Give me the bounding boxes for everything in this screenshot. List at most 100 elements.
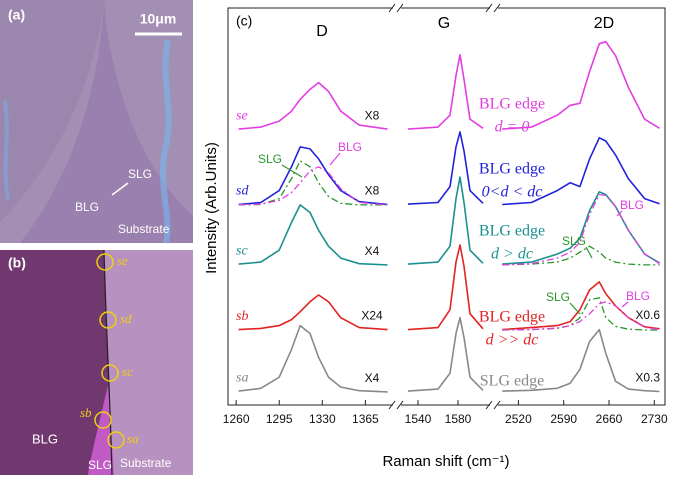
edge-label: d = 0	[495, 119, 530, 136]
x-tick-label: 1540	[405, 412, 432, 426]
point-label: sb	[80, 405, 92, 420]
region-label: SLG	[128, 167, 152, 181]
spectrum	[502, 191, 660, 265]
spectrum	[407, 131, 484, 205]
x-tick-label: 2590	[550, 412, 577, 426]
blg-area	[0, 250, 112, 475]
component-arrow	[585, 246, 593, 259]
break-mark	[485, 400, 493, 410]
spectrum	[407, 244, 484, 331]
spectrum-name: sc	[236, 243, 248, 258]
break-mark	[388, 400, 396, 410]
component-label: BLG	[626, 289, 650, 303]
point-circle	[99, 311, 117, 329]
spectrum-name: sb	[236, 309, 248, 324]
point-circle	[101, 364, 119, 382]
slg-area	[20, 0, 193, 243]
region-label: SLG	[88, 458, 112, 472]
edge-spots	[3, 99, 10, 201]
edge-label: 0<d < dc	[482, 184, 543, 201]
region-label: Substrate	[118, 222, 170, 236]
edge-label: BLG edge	[479, 161, 545, 178]
component-label: BLG	[620, 198, 644, 212]
edge-label: BLG edge	[479, 223, 545, 240]
break-mark	[388, 3, 396, 13]
panel-label: (c)	[236, 13, 252, 29]
spectra-chart: (c) D G 2D Raman shift (cm⁻¹) Intensity …	[203, 2, 668, 470]
multiplier-label: X4	[365, 244, 380, 258]
point-circle	[107, 431, 125, 449]
multiplier-label: X0.6	[635, 308, 660, 322]
point-circle	[94, 411, 112, 429]
spectrum	[238, 324, 388, 393]
x-tick-label: 1330	[309, 412, 336, 426]
axis-break	[393, 2, 401, 14]
region-label: BLG	[32, 431, 58, 446]
component-arrow	[621, 301, 629, 308]
x-tick-label: 1295	[266, 412, 293, 426]
multiplier-label: X0.3	[635, 371, 660, 385]
spectrum	[407, 316, 484, 392]
micrograph-b: (b) se sd sc sb sa BLG SLG Substrate	[0, 249, 193, 476]
axis-break	[490, 2, 498, 14]
axis-break	[490, 399, 498, 411]
edge-label: d >> dc	[486, 332, 539, 349]
point-label: sd	[120, 311, 132, 326]
break-mark	[396, 400, 404, 410]
component-arrow	[616, 210, 623, 217]
x-tick-label: 2660	[596, 412, 623, 426]
edge-spots	[159, 39, 172, 244]
spectrum	[238, 294, 388, 331]
component-label: BLG	[338, 140, 362, 154]
x-tick-label: 1260	[223, 412, 250, 426]
spectrum	[407, 176, 484, 265]
component-label: SLG	[258, 152, 282, 166]
scale-label: 10μm	[140, 11, 177, 27]
component-fit	[238, 160, 388, 206]
slg-area	[88, 385, 114, 475]
component-fit	[502, 301, 660, 331]
x-tick-label: 2730	[641, 412, 668, 426]
blg-area	[0, 0, 104, 222]
region-label: BLG	[75, 200, 99, 214]
micrograph-a: (a) 10μm SLG BLG Substrate	[0, 0, 193, 244]
multiplier-label: X24	[361, 309, 383, 323]
multiplier-label: X4	[365, 371, 380, 385]
component-arrow	[281, 164, 303, 178]
edge-label: d > dc	[491, 246, 533, 263]
panel-label: (a)	[8, 7, 25, 23]
x-tick-label: 1365	[352, 412, 379, 426]
multiplier-label: X8	[365, 108, 380, 122]
spectrum	[238, 81, 388, 130]
component-label: SLG	[562, 234, 586, 248]
break-mark	[493, 3, 501, 13]
edge-label: SLG edge	[480, 373, 544, 390]
edge-label: BLG edge	[479, 96, 545, 113]
axis-break	[393, 399, 401, 411]
component-arrow	[569, 302, 581, 315]
point-circle	[96, 253, 114, 271]
arrow	[111, 182, 129, 196]
spectrum-name: se	[236, 108, 248, 123]
edge-label: BLG edge	[479, 309, 545, 326]
break-mark	[485, 3, 493, 13]
component-fit	[502, 193, 660, 266]
peak-label: D	[316, 23, 328, 40]
peak-label: 2D	[594, 15, 614, 32]
break-mark	[396, 3, 404, 13]
edge-line	[103, 249, 113, 476]
component-arrow	[329, 152, 341, 166]
spectrum	[238, 146, 388, 206]
x-axis-label: Raman shift (cm⁻¹)	[382, 453, 509, 470]
point-label: sc	[122, 364, 133, 379]
y-axis-label: Intensity (Arb.Units)	[203, 142, 220, 274]
spectrum	[502, 137, 660, 206]
point-label: sa	[127, 431, 139, 446]
point-label: se	[117, 253, 128, 268]
spectrum	[238, 204, 388, 266]
component-fit	[238, 166, 388, 206]
region-label: Substrate	[120, 456, 172, 470]
plot-frame	[227, 7, 666, 406]
x-tick-label: 2520	[505, 412, 532, 426]
